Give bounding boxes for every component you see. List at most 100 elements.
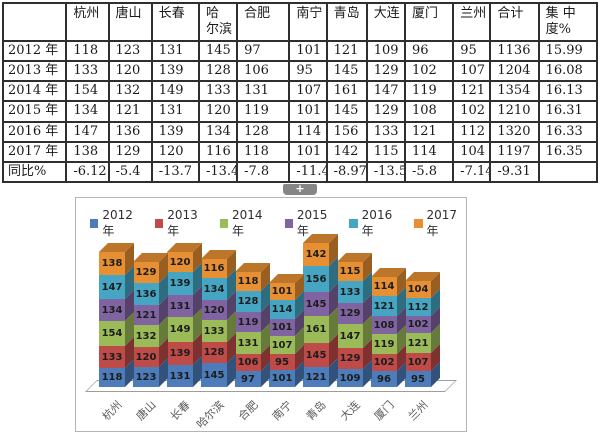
- bar-segment: 107: [269, 327, 304, 355]
- legend-marker-icon: [349, 219, 358, 229]
- bar-value-label: 161: [305, 324, 327, 336]
- legend-item: 2017年: [414, 208, 466, 239]
- bar-value-label: 136: [135, 288, 157, 300]
- table-cell: 129: [365, 59, 406, 83]
- table-expand-handle[interactable]: +: [283, 183, 317, 196]
- bar-segment: 118: [235, 263, 270, 292]
- bar-value-label: 114: [271, 304, 293, 316]
- stacked-bar: 116 134 120 133 128 145: [201, 250, 236, 388]
- legend-label: 2017年: [426, 208, 458, 239]
- table-body: 2012 年 118 123 131 145 97 101 121 109 96 95 1136 15.…: [1, 39, 599, 184]
- table-cell: 101: [288, 100, 328, 123]
- bar-value-label: 131: [237, 337, 259, 349]
- bar-segment: 96: [371, 362, 406, 388]
- column-header: 唐山: [107, 2, 153, 42]
- bar-segment: 120: [133, 338, 168, 368]
- column-header: 合肥: [236, 2, 291, 42]
- table-cell: -13.4: [197, 160, 239, 184]
- column-header: 兰州: [452, 2, 492, 42]
- bar-segment: 129: [133, 253, 168, 284]
- table-row: 2017 年 138 129 120 116 118 101 142 115 114 104 1197…: [1, 140, 599, 164]
- table-cell: 106: [236, 59, 291, 83]
- bar-value-label: 101: [271, 322, 293, 334]
- table-cell: 138: [65, 140, 110, 164]
- bar-value-label: 107: [271, 339, 293, 351]
- table-cell: 107: [452, 59, 492, 83]
- bar-segment: 115: [337, 253, 372, 282]
- table-cell: 147: [65, 120, 110, 143]
- bar-segment: 107: [405, 344, 440, 372]
- bar-value-label: 145: [203, 369, 225, 381]
- table-cell: 116: [197, 140, 239, 164]
- bar-value-label: 142: [305, 249, 327, 261]
- table-cell: 154: [65, 79, 110, 103]
- legend-label: 2016年: [361, 208, 393, 239]
- table-cell: 131: [150, 100, 200, 123]
- bar-value-label: 95: [275, 356, 289, 368]
- table-cell: 133: [197, 79, 239, 103]
- bar-value-label: 104: [407, 284, 429, 296]
- table-row: 2015 年 134 121 131 120 119 101 145 129 108 102 1210…: [1, 100, 599, 123]
- bar-value-label: 128: [203, 347, 225, 359]
- bar-value-label: 145: [305, 298, 327, 310]
- bar-segment: 121: [303, 358, 338, 388]
- bar-value-label: 121: [407, 337, 429, 349]
- table-cell: 121: [107, 100, 153, 123]
- bar-value-label: 112: [407, 301, 429, 313]
- bar-value-label: 97: [241, 373, 255, 385]
- table-cell: 142: [325, 140, 368, 164]
- bar-value-label: 121: [305, 371, 327, 383]
- table-cell: 120: [197, 100, 239, 123]
- table-cell: 120: [150, 140, 200, 164]
- table-cell: 131: [236, 79, 291, 103]
- bar-segment: 102: [371, 345, 406, 372]
- stacked-bar: 138 147 134 154 133 118: [99, 243, 134, 388]
- bar-value-label: 95: [411, 373, 425, 385]
- bar-segment: 97: [235, 362, 270, 388]
- table-cell: 134: [197, 120, 239, 143]
- legend-item: 2013年: [154, 208, 207, 239]
- bar-value-label: 129: [339, 308, 361, 320]
- table-cell: [537, 160, 599, 184]
- stacked-bar: 129 136 121 132 120 123: [133, 253, 168, 388]
- bar-segment: 139: [167, 263, 202, 296]
- table-cell: 120: [107, 59, 153, 83]
- table-cell: -11.4: [288, 160, 328, 184]
- bar-segment: 101: [269, 361, 304, 388]
- bar-value-label: 115: [339, 266, 361, 278]
- stacked-bar: 104 112 102 121 107 95: [405, 272, 440, 388]
- bar-value-label: 134: [203, 283, 225, 295]
- table-cell: -6.12: [65, 160, 110, 184]
- table-cell: 16.35: [537, 140, 599, 164]
- bar-value-label: 101: [271, 286, 293, 298]
- table-cell: 139: [150, 120, 200, 143]
- table-row: 2013 年 133 120 139 128 106 95 145 129 102 107 1204 1…: [1, 59, 599, 83]
- bar-value-label: 147: [339, 330, 361, 342]
- bar-segment: 145: [303, 283, 338, 317]
- table-cell: 128: [197, 59, 239, 83]
- table-cell: 109: [365, 39, 406, 62]
- row-header: 同比%: [1, 160, 68, 184]
- table-cell: 102: [452, 100, 492, 123]
- corner-header: [1, 2, 68, 42]
- table-cell: 1204: [489, 59, 540, 83]
- table-cell: 118: [236, 140, 291, 164]
- table-cell: 95: [288, 59, 328, 83]
- table-cell: -5.4: [107, 160, 153, 184]
- column-header: 厦门: [403, 2, 455, 42]
- bar-value-label: 145: [305, 349, 327, 361]
- bar-value-label: 118: [237, 276, 259, 288]
- table-cell: 145: [325, 100, 368, 123]
- stacked-bar: 114 121 108 119 102 96: [371, 268, 406, 388]
- table-cell: 114: [403, 140, 455, 164]
- table-cell: 97: [236, 39, 291, 62]
- bar-value-label: 138: [101, 258, 123, 270]
- bar-value-label: 156: [305, 273, 327, 285]
- bar-value-label: 108: [373, 319, 395, 331]
- bar-segment: 161: [303, 307, 338, 344]
- table-cell: 161: [325, 79, 368, 103]
- bar-segment: 101: [269, 310, 304, 337]
- table-cell: 1354: [489, 79, 540, 103]
- table-cell: 101: [288, 140, 328, 164]
